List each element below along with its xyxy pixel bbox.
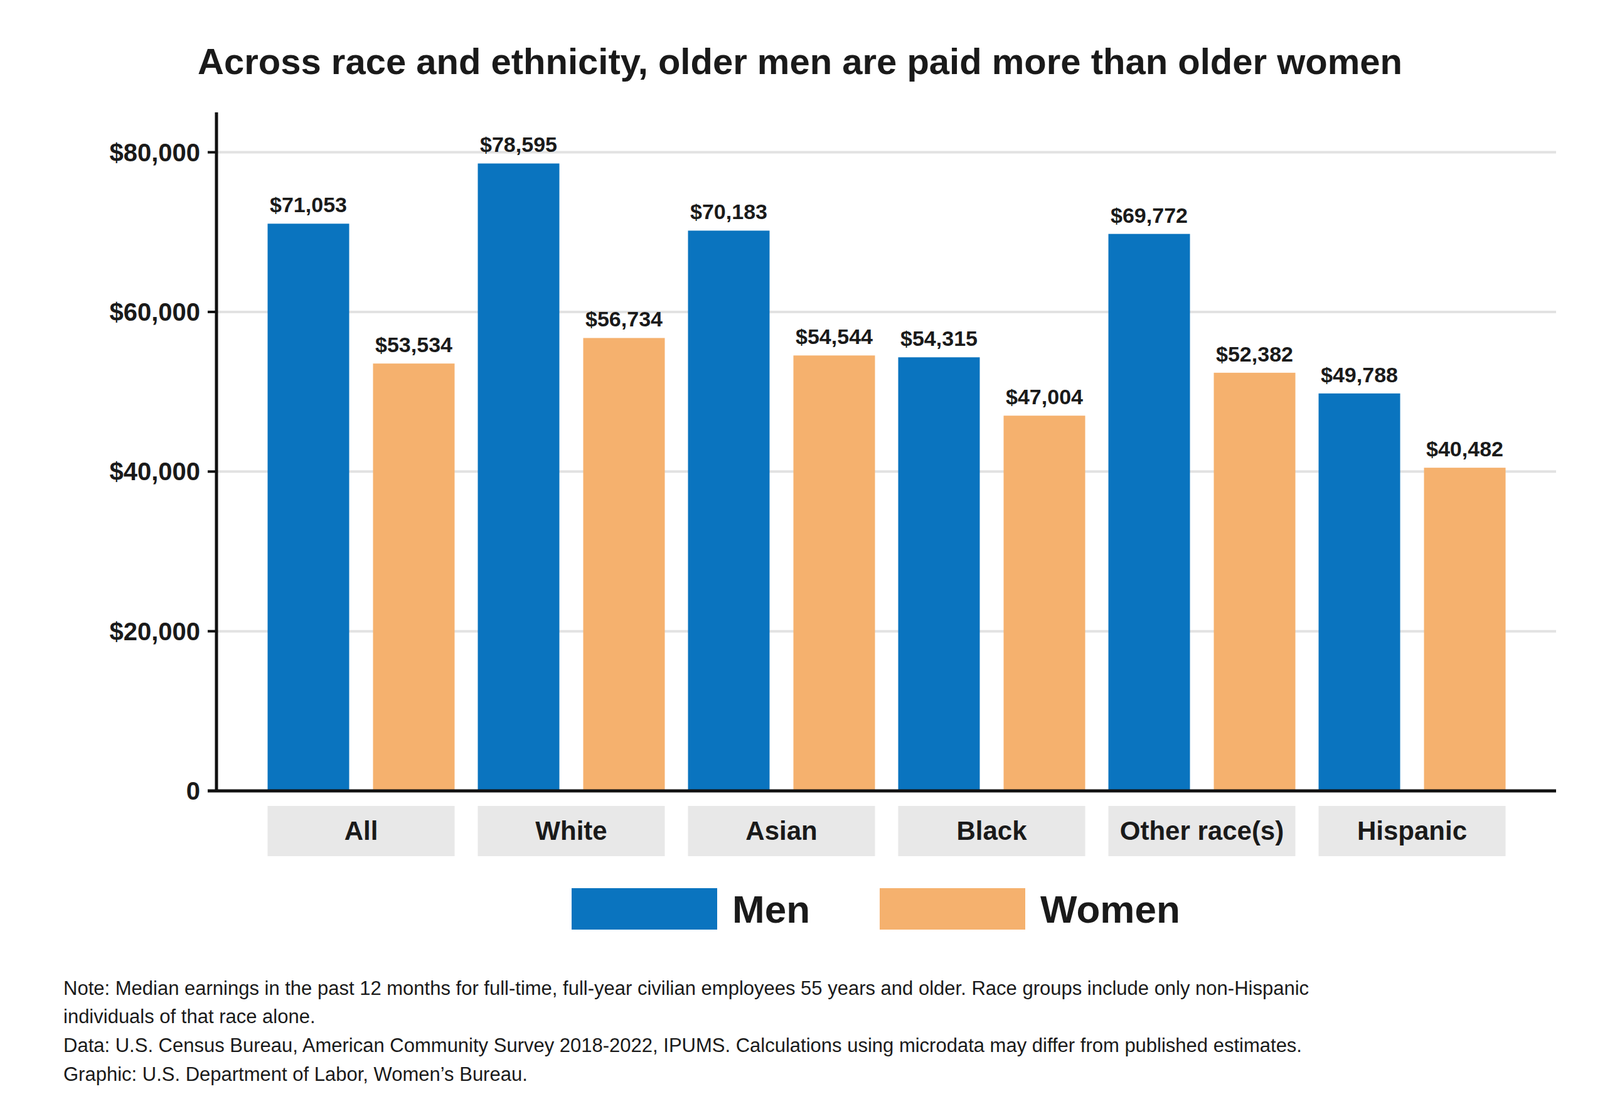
data-label: $54,544 xyxy=(795,324,873,349)
annotation: Note: Median earnings in the past 12 mon… xyxy=(63,976,1309,999)
bar xyxy=(688,230,770,791)
annotation: Graphic: U.S. Department of Labor, Women… xyxy=(63,1062,528,1085)
y-axis xyxy=(215,112,219,791)
grid-line xyxy=(216,151,1557,154)
annotation: individuals of that race alone. xyxy=(63,1005,316,1028)
category-label: All xyxy=(344,815,379,846)
annotation: Data: U.S. Census Bureau, American Commu… xyxy=(63,1034,1302,1056)
bars xyxy=(267,163,1506,791)
legend-swatch xyxy=(879,887,1026,930)
data-label: $47,004 xyxy=(1005,384,1083,409)
bar xyxy=(1214,372,1296,791)
bar xyxy=(898,357,981,791)
data-label: $54,315 xyxy=(900,326,978,351)
category-label: Hispanic xyxy=(1357,815,1467,846)
data-label: $49,788 xyxy=(1320,362,1398,387)
bar xyxy=(373,363,455,791)
tick-label: $40,000 xyxy=(109,457,201,486)
data-label: $69,772 xyxy=(1110,203,1188,228)
bar xyxy=(478,163,560,791)
chart: Across race and ethnicity, older men are… xyxy=(0,0,1600,1111)
legend-label: Women xyxy=(1040,887,1181,931)
category-label: White xyxy=(535,815,607,846)
bar xyxy=(1003,415,1086,791)
data-label: $52,382 xyxy=(1216,341,1294,366)
bar xyxy=(793,355,876,791)
legend-label: Men xyxy=(732,887,811,931)
data-label: $70,183 xyxy=(690,199,768,224)
title: Across race and ethnicity, older men are… xyxy=(197,40,1403,82)
legend-swatch xyxy=(571,887,718,930)
background xyxy=(0,0,1600,1111)
bar xyxy=(1424,467,1506,791)
category-box xyxy=(1318,805,1506,856)
bar xyxy=(583,337,666,791)
bar xyxy=(267,223,350,791)
tick-label: $60,000 xyxy=(109,298,201,326)
category-label: Other race(s) xyxy=(1120,815,1284,846)
data-label: $53,534 xyxy=(375,332,453,357)
category-box xyxy=(898,805,1086,856)
x-axis xyxy=(207,789,1557,793)
data-label: $56,734 xyxy=(585,306,663,331)
category-label: Black xyxy=(956,815,1028,846)
category-box xyxy=(1108,805,1296,856)
data-label: $40,482 xyxy=(1426,436,1504,461)
category-box xyxy=(267,805,455,856)
category-box xyxy=(478,805,666,856)
category-box xyxy=(688,805,876,856)
category-label: Asian xyxy=(745,815,817,846)
data-label: $78,595 xyxy=(480,132,558,157)
tick-label: $80,000 xyxy=(109,138,201,167)
data-label: $71,053 xyxy=(269,192,347,217)
grid-line xyxy=(216,310,1557,314)
tick-label: $20,000 xyxy=(109,617,201,646)
bar xyxy=(1108,234,1191,791)
tick-label: 0 xyxy=(186,776,201,805)
bar xyxy=(1318,393,1401,791)
